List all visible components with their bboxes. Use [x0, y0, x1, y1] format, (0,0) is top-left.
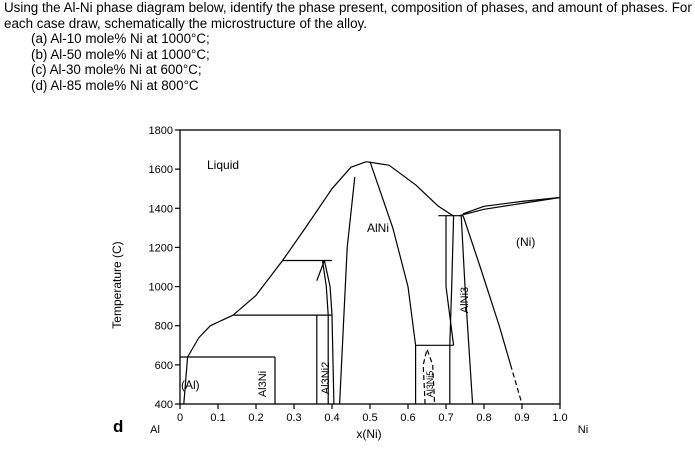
y-tick-label: 1000	[149, 282, 173, 294]
y-tick-label: 800	[155, 321, 173, 333]
question-item-c: (c) Al-30 mole% Ni at 600°C;	[31, 62, 202, 78]
phase-boundary-line	[321, 260, 329, 404]
phase-boundary-dashed	[422, 348, 436, 405]
phase-boundary-line	[459, 196, 561, 217]
x-tick-label: 0.4	[324, 412, 339, 424]
al-end-label: Al	[150, 424, 160, 436]
x-tick-label: 0	[177, 412, 183, 424]
phase-boundary-line	[462, 215, 512, 366]
label-alni: AlNi	[367, 221, 389, 235]
label-al3ni2: Al3Ni2	[320, 362, 332, 394]
phase-boundaries	[180, 161, 561, 405]
y-tick-label: 400	[155, 399, 173, 411]
phase-boundary-line	[180, 314, 234, 358]
phase-boundary-line	[366, 161, 454, 217]
panel-label: d	[113, 417, 123, 436]
x-axis-title: x(Ni)	[356, 427, 381, 441]
phase-boundary-line	[445, 215, 455, 346]
x-tick-label: 1.0	[552, 412, 567, 424]
label-al3ni: Al3Ni	[257, 371, 269, 397]
phase-boundary-line	[183, 356, 189, 405]
y-tick-label: 1400	[149, 203, 173, 215]
phase-boundary-dashed	[510, 364, 523, 405]
x-tick-label: 0.1	[210, 412, 225, 424]
x-tick-label: 0.3	[286, 412, 301, 424]
phase-boundary-line	[462, 196, 561, 215]
y-axis-title: Temperature (C)	[110, 241, 124, 328]
x-tick-label: 0.8	[476, 412, 491, 424]
phase-boundary-line	[339, 176, 356, 405]
x-tick-label: 0.5	[362, 412, 377, 424]
question-item-b: (b) Al-50 mole% Ni at 1000°C;	[31, 46, 210, 62]
label-al: (Al)	[181, 378, 200, 392]
label-alni3: AlNi3	[459, 287, 471, 313]
y-tick-label: 600	[155, 360, 173, 372]
x-tick-label: 0.9	[514, 412, 529, 424]
question-text: Using the Al-Ni phase diagram below, ide…	[4, 0, 692, 94]
question-item-a: (a) Al-10 mole% Ni at 1000°C;	[31, 31, 210, 47]
label-liquid: Liquid	[207, 158, 239, 172]
phase-boundary-line	[369, 161, 417, 404]
phase-boundary-line	[232, 161, 367, 316]
phase-boundary-line	[460, 215, 474, 405]
label-al3ni5: Al3Ni5	[425, 371, 435, 398]
x-tick-label: 0.6	[400, 412, 415, 424]
phase-boundary-line	[316, 259, 335, 405]
label-ni: (Ni)	[516, 235, 535, 249]
x-tick-label: 0.2	[248, 412, 263, 424]
question-intro: Using the Al-Ni phase diagram below, ide…	[4, 0, 692, 31]
y-tick-label: 1200	[149, 242, 173, 254]
y-tick-label: 1600	[149, 164, 173, 176]
x-tick-label: 0.7	[438, 412, 453, 424]
question-item-d: (d) Al-85 mole% Ni at 800°C	[31, 77, 199, 93]
ni-end-label: Ni	[578, 424, 588, 436]
axis-ticks: 400 600 800 1000 1200 1400 1600 1800 0 0.1 0.2 0.3 0…	[149, 125, 568, 424]
phase-boundary-line	[449, 215, 455, 404]
y-tick-label: 1800	[149, 125, 173, 137]
